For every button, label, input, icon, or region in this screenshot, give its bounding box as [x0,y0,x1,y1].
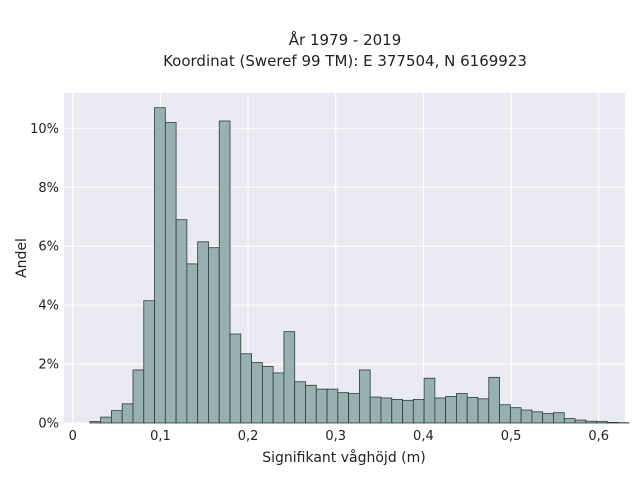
histogram-bar-18 [283,331,296,424]
x-tick-label-6: 0,6 [588,429,609,444]
y-tick-label-4: 8% [38,181,59,196]
histogram-bar-22 [326,388,339,424]
histogram-bar-7 [164,122,177,424]
histogram-bar-31 [423,377,436,424]
histogram-bar-32 [434,397,447,424]
histogram-bar-0 [89,421,102,424]
histogram-bar-29 [402,399,414,424]
histogram-bar-34 [456,393,468,424]
histogram-bar-20 [305,384,317,424]
histogram-bar-33 [445,396,457,424]
histogram-bar-16 [261,366,274,424]
x-tick-label-0: 0 [69,429,77,444]
y-tick-label-3: 6% [38,240,59,255]
histogram-bar-30 [412,399,425,424]
histogram-bar-36 [477,398,490,424]
x-tick-label-1: 0,1 [150,429,171,444]
x-tick-label-3: 0,3 [325,429,346,444]
histogram-bar-38 [499,404,511,424]
chart-title-line-2: Koordinat (Sweref 99 TM): E 377504, N 61… [163,52,527,70]
histogram-bars [89,107,630,424]
histogram-bar-19 [294,381,306,424]
histogram-bar-8 [175,219,188,424]
histogram-bar-41 [531,411,544,424]
histogram-bar-5 [143,300,155,424]
y-axis-label: Andel [14,238,30,278]
histogram-bar-26 [369,396,382,424]
x-tick-label-5: 0,5 [501,429,522,444]
histogram-bar-44 [563,418,576,424]
histogram-bar-9 [186,263,199,424]
histogram-bar-1 [100,416,112,424]
y-tick-label-5: 10% [30,122,59,137]
y-axis-ticks: 0% 2% 4% 6% 8% 10% [30,122,59,432]
histogram-bar-6 [154,107,166,424]
histogram-bar-24 [348,393,360,424]
histogram-bar-39 [509,407,522,424]
histogram-bar-37 [488,376,500,424]
histogram-bar-10 [197,241,209,424]
y-tick-label-1: 2% [38,358,59,373]
histogram-bar-21 [315,388,328,424]
histogram-bar-23 [337,392,350,424]
histogram-bar-43 [553,412,565,424]
histogram-bar-25 [359,369,371,424]
histogram-bar-17 [272,372,285,424]
histogram-bar-47 [596,421,608,424]
histogram-bar-48 [606,422,619,424]
chart-title-line-1: År 1979 - 2019 [289,30,402,49]
histogram-bar-3 [121,403,134,424]
histogram-bar-14 [240,353,252,424]
x-axis-ticks: 0 0,1 0,2 0,3 0,4 0,5 0,6 [69,429,609,444]
histogram-bar-13 [229,333,242,424]
histogram-bar-11 [208,247,220,424]
histogram-bar-15 [251,362,263,424]
histogram-bar-12 [218,120,231,424]
x-tick-label-2: 0,2 [238,429,259,444]
histogram-bar-35 [466,396,479,424]
x-tick-label-4: 0,4 [413,429,434,444]
y-tick-label-2: 4% [38,299,59,314]
histogram-bar-45 [574,419,587,424]
histogram-bar-28 [391,399,403,424]
histogram-bar-27 [380,397,393,424]
x-axis-label: Signifikant våghöjd (m) [262,449,425,466]
histogram-bar-2 [111,410,123,424]
histogram-bar-46 [585,420,597,424]
histogram-bar-40 [520,409,533,424]
histogram-bar-42 [542,413,554,424]
histogram-bar-4 [132,369,145,424]
y-tick-label-0: 0% [38,417,59,432]
